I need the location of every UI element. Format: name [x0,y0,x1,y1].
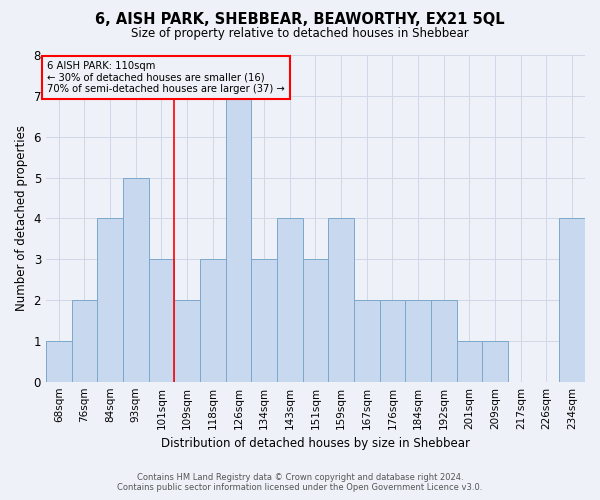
Bar [302,259,328,382]
Bar [354,300,380,382]
Bar [226,96,251,382]
Bar [71,300,97,382]
Y-axis label: Number of detached properties: Number of detached properties [15,126,28,312]
Bar [200,259,226,382]
Bar [406,300,431,382]
Text: 6, AISH PARK, SHEBBEAR, BEAWORTHY, EX21 5QL: 6, AISH PARK, SHEBBEAR, BEAWORTHY, EX21 … [95,12,505,28]
Bar [559,218,585,382]
Bar [482,341,508,382]
Bar [328,218,354,382]
Bar [149,259,174,382]
X-axis label: Distribution of detached houses by size in Shebbear: Distribution of detached houses by size … [161,437,470,450]
Bar [123,178,149,382]
Bar [97,218,123,382]
Bar [46,341,71,382]
Text: Contains HM Land Registry data © Crown copyright and database right 2024.
Contai: Contains HM Land Registry data © Crown c… [118,473,482,492]
Bar [277,218,302,382]
Text: 6 AISH PARK: 110sqm
← 30% of detached houses are smaller (16)
70% of semi-detach: 6 AISH PARK: 110sqm ← 30% of detached ho… [47,61,285,94]
Bar [174,300,200,382]
Bar [457,341,482,382]
Text: Size of property relative to detached houses in Shebbear: Size of property relative to detached ho… [131,28,469,40]
Bar [380,300,406,382]
Bar [251,259,277,382]
Bar [431,300,457,382]
